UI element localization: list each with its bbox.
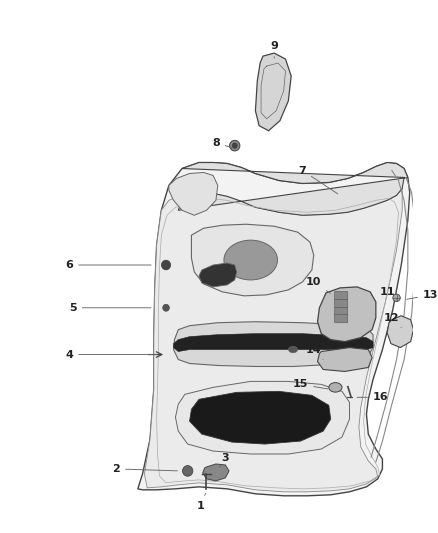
Text: 8: 8: [212, 138, 232, 148]
Polygon shape: [138, 163, 410, 496]
FancyBboxPatch shape: [335, 314, 348, 323]
Text: 7: 7: [299, 166, 338, 194]
Polygon shape: [178, 163, 408, 215]
Polygon shape: [173, 334, 373, 352]
Text: 10: 10: [306, 277, 330, 293]
Ellipse shape: [183, 466, 193, 476]
Polygon shape: [173, 322, 373, 367]
Ellipse shape: [230, 140, 240, 151]
Ellipse shape: [163, 304, 170, 311]
Ellipse shape: [289, 346, 297, 353]
Text: 1: 1: [197, 494, 205, 511]
Polygon shape: [191, 224, 314, 296]
Polygon shape: [176, 382, 350, 454]
Text: 9: 9: [270, 41, 278, 58]
Polygon shape: [145, 188, 402, 492]
Text: 13: 13: [407, 290, 438, 300]
FancyBboxPatch shape: [335, 300, 348, 308]
Polygon shape: [203, 464, 229, 481]
Polygon shape: [199, 263, 237, 287]
Polygon shape: [387, 316, 413, 348]
Polygon shape: [318, 348, 372, 372]
Text: 3: 3: [220, 453, 229, 467]
Text: 5: 5: [69, 303, 151, 313]
Ellipse shape: [329, 383, 342, 392]
Ellipse shape: [232, 143, 237, 148]
Polygon shape: [318, 287, 376, 342]
Polygon shape: [255, 53, 291, 131]
FancyBboxPatch shape: [335, 308, 348, 316]
Text: 11: 11: [379, 287, 396, 300]
Text: 16: 16: [357, 392, 389, 402]
FancyBboxPatch shape: [335, 292, 348, 300]
Ellipse shape: [162, 260, 170, 270]
Text: 4: 4: [65, 350, 157, 360]
Text: 6: 6: [65, 260, 151, 270]
Polygon shape: [190, 391, 331, 444]
Text: 15: 15: [293, 379, 328, 390]
Ellipse shape: [393, 294, 400, 302]
Text: 12: 12: [384, 313, 401, 328]
Text: 2: 2: [113, 464, 177, 474]
Ellipse shape: [224, 240, 278, 280]
Text: 14: 14: [306, 344, 323, 360]
Polygon shape: [169, 173, 218, 215]
